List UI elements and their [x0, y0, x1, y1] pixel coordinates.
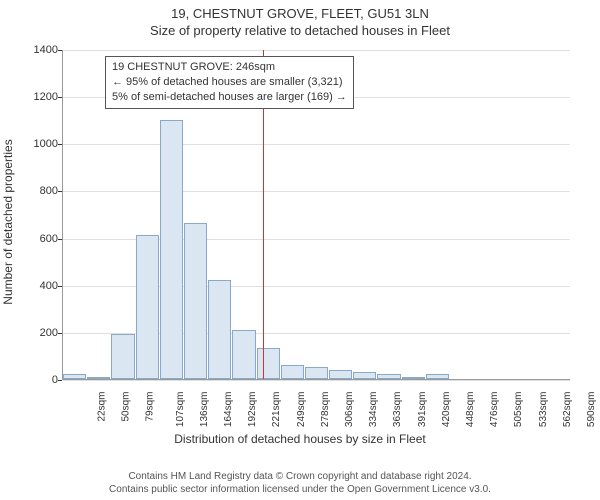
ytick-mark	[58, 191, 62, 192]
xtick-label: 221sqm	[272, 392, 283, 428]
xtick-label: 107sqm	[175, 392, 186, 428]
histogram-bar	[377, 374, 400, 379]
ytick-label: 1400	[30, 44, 58, 56]
chart-subtitle: Size of property relative to detached ho…	[0, 23, 600, 38]
marker-info-box: 19 CHESTNUT GROVE: 246sqm← 95% of detach…	[105, 56, 354, 109]
xtick-label: 306sqm	[344, 392, 355, 428]
xtick-label: 448sqm	[465, 392, 476, 428]
histogram-bar	[184, 223, 207, 379]
histogram-bar	[87, 377, 110, 379]
ytick-mark	[58, 239, 62, 240]
footer-line-1: Contains HM Land Registry data © Crown c…	[0, 470, 600, 483]
histogram-bar	[402, 377, 425, 379]
attribution-footer: Contains HM Land Registry data © Crown c…	[0, 470, 600, 496]
histogram-bar	[305, 367, 328, 379]
ytick-label: 0	[30, 374, 58, 386]
xtick-label: 136sqm	[199, 392, 210, 428]
plot-area: 19 CHESTNUT GROVE: 246sqm← 95% of detach…	[62, 50, 570, 380]
xtick-label: 590sqm	[586, 392, 597, 428]
ytick-label: 800	[30, 185, 58, 197]
xtick-label: 420sqm	[441, 392, 452, 428]
histogram-bar	[208, 280, 231, 379]
page-title: 19, CHESTNUT GROVE, FLEET, GU51 3LN	[0, 6, 600, 21]
histogram-bar	[63, 374, 86, 379]
ytick-label: 1200	[30, 91, 58, 103]
xtick-label: 562sqm	[562, 392, 573, 428]
ytick-mark	[58, 286, 62, 287]
histogram-bar	[281, 365, 304, 379]
xtick-label: 192sqm	[247, 392, 258, 428]
xtick-label: 278sqm	[320, 392, 331, 428]
histogram-bar	[111, 334, 134, 379]
xtick-label: 533sqm	[538, 392, 549, 428]
grid-line	[63, 144, 570, 145]
histogram-bar	[136, 235, 159, 379]
histogram-bar	[426, 374, 449, 379]
xtick-label: 249sqm	[296, 392, 307, 428]
xtick-label: 164sqm	[223, 392, 234, 428]
ytick-mark	[58, 333, 62, 334]
histogram-bar	[160, 120, 183, 379]
grid-line	[63, 50, 570, 51]
ytick-mark	[58, 50, 62, 51]
grid-line	[63, 380, 570, 381]
xtick-label: 334sqm	[368, 392, 379, 428]
footer-line-2: Contains public sector information licen…	[0, 483, 600, 496]
ytick-label: 200	[30, 327, 58, 339]
xtick-label: 50sqm	[121, 392, 132, 422]
ytick-label: 400	[30, 280, 58, 292]
chart-header: 19, CHESTNUT GROVE, FLEET, GU51 3LN Size…	[0, 0, 600, 38]
ytick-mark	[58, 97, 62, 98]
ytick-label: 1000	[30, 138, 58, 150]
y-axis-label: Number of detached properties	[1, 139, 15, 304]
xtick-label: 363sqm	[392, 392, 403, 428]
histogram-bar	[353, 372, 376, 379]
info-line-3: 5% of semi-detached houses are larger (1…	[112, 90, 347, 105]
histogram-bar	[232, 330, 255, 380]
info-line-2: ← 95% of detached houses are smaller (3,…	[112, 75, 347, 90]
grid-line	[63, 191, 570, 192]
xtick-label: 505sqm	[513, 392, 524, 428]
chart-container: Number of detached properties 19 CHESTNU…	[0, 40, 600, 440]
ytick-mark	[58, 144, 62, 145]
xtick-label: 391sqm	[417, 392, 428, 428]
histogram-bar	[257, 348, 280, 379]
ytick-label: 600	[30, 233, 58, 245]
xtick-label: 476sqm	[489, 392, 500, 428]
xtick-label: 22sqm	[97, 392, 108, 422]
ytick-mark	[58, 380, 62, 381]
histogram-bar	[329, 370, 352, 379]
info-line-1: 19 CHESTNUT GROVE: 246sqm	[112, 60, 347, 75]
xtick-label: 79sqm	[145, 392, 156, 422]
x-axis-label: Distribution of detached houses by size …	[0, 432, 600, 446]
